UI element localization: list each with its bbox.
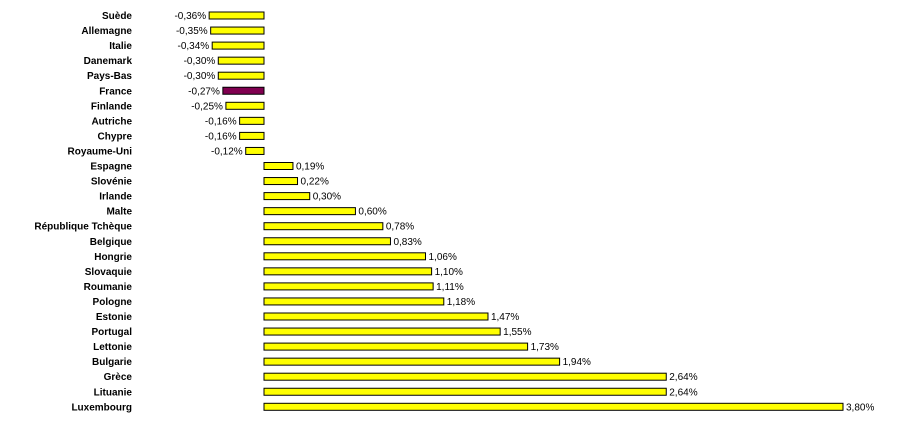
value-label: 1,94% xyxy=(563,357,591,368)
category-label: Lettonie xyxy=(93,342,132,353)
bar xyxy=(263,192,311,201)
value-label: -0,35% xyxy=(176,26,208,37)
category-label: Luxembourg xyxy=(71,402,132,413)
value-label: 3,80% xyxy=(846,402,874,413)
value-label: -0,34% xyxy=(178,41,210,52)
bar xyxy=(210,26,265,35)
value-label: -0,27% xyxy=(188,86,220,97)
value-label: -0,25% xyxy=(191,101,223,112)
category-label: Danemark xyxy=(84,56,133,67)
bar xyxy=(263,402,844,411)
bar xyxy=(263,312,489,321)
category-label: Autriche xyxy=(91,116,132,127)
category-label: Chypre xyxy=(98,131,133,142)
bar xyxy=(225,101,265,110)
value-label: 0,60% xyxy=(358,207,386,218)
category-label: Pologne xyxy=(93,297,133,308)
value-label: 0,30% xyxy=(313,192,341,203)
bar xyxy=(263,177,299,186)
category-label: Estonie xyxy=(96,312,133,323)
value-label: 1,55% xyxy=(503,327,531,338)
value-label: -0,16% xyxy=(205,116,237,127)
value-label: -0,30% xyxy=(184,71,216,82)
value-label: 1,73% xyxy=(531,342,559,353)
value-label: 2,64% xyxy=(669,387,697,398)
category-label: Belgique xyxy=(90,237,133,248)
category-label: Portugal xyxy=(91,327,132,338)
value-label: -0,12% xyxy=(211,146,243,157)
value-label: 0,78% xyxy=(386,222,414,233)
category-label: Finlande xyxy=(91,101,133,112)
category-label: Espagne xyxy=(90,162,132,173)
category-label: Royaume-Uni xyxy=(68,146,133,157)
bar xyxy=(263,297,445,306)
bar-highlighted xyxy=(222,86,265,95)
bar xyxy=(239,131,265,140)
bar xyxy=(211,41,265,50)
bar xyxy=(263,372,667,381)
category-label: Grèce xyxy=(104,372,133,383)
bar xyxy=(263,282,434,291)
value-label: 0,19% xyxy=(296,162,324,173)
value-label: 1,06% xyxy=(429,252,457,263)
category-label: Irlande xyxy=(99,192,132,203)
category-label: France xyxy=(99,86,132,97)
value-label: -0,16% xyxy=(205,131,237,142)
bar xyxy=(208,11,265,20)
value-label: -0,36% xyxy=(174,11,206,22)
value-label: 1,11% xyxy=(436,282,464,293)
bar xyxy=(263,267,433,276)
category-label: République Tchèque xyxy=(34,222,132,233)
category-label: Allemagne xyxy=(81,26,132,37)
bar xyxy=(263,327,501,336)
bar xyxy=(263,222,384,231)
category-label: Bulgarie xyxy=(92,357,132,368)
value-label: 1,47% xyxy=(491,312,519,323)
bar xyxy=(263,252,427,261)
bar xyxy=(263,357,561,366)
category-label: Malte xyxy=(106,207,132,218)
bar xyxy=(217,56,265,65)
bar xyxy=(263,387,667,396)
bar xyxy=(239,116,265,125)
value-label: 0,22% xyxy=(301,177,329,188)
category-label: Hongrie xyxy=(94,252,132,263)
bar xyxy=(245,146,265,155)
bar xyxy=(263,237,391,246)
category-label: Slovénie xyxy=(91,177,133,188)
bar xyxy=(217,71,265,80)
category-label: Suède xyxy=(102,11,132,22)
category-label: Italie xyxy=(109,41,132,52)
value-label: 1,10% xyxy=(435,267,463,278)
bar xyxy=(263,162,294,170)
bar xyxy=(263,342,529,351)
value-label: -0,30% xyxy=(184,56,216,67)
value-label: 1,18% xyxy=(447,297,475,308)
value-label: 0,83% xyxy=(393,237,421,248)
value-label: 2,64% xyxy=(669,372,697,383)
bar xyxy=(263,207,356,216)
category-label: Roumanie xyxy=(84,282,133,293)
category-label: Lituanie xyxy=(94,387,133,398)
category-label: Pays-Bas xyxy=(87,71,132,82)
category-label: Slovaquie xyxy=(85,267,133,278)
